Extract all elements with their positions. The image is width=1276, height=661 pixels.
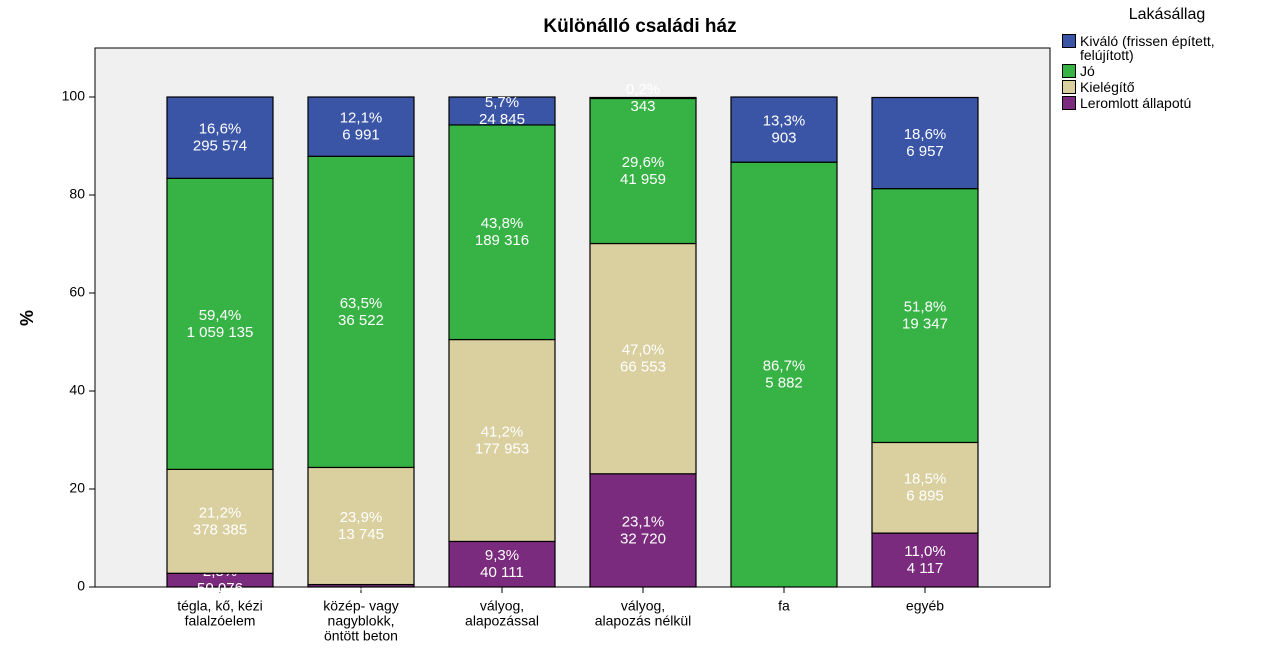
legend-item: Kiváló (frissen épített, felújított) [1062,34,1272,62]
count-label: 297 [348,586,373,603]
value-label: 12,1% [340,110,383,127]
bar-segment [166,96,274,179]
legend-title: Lakásállag [1128,6,1206,23]
bar-segment [166,468,274,574]
x-tick-label: falalzóelem [185,613,256,629]
legend-swatch [1062,96,1076,110]
count-label: 6 957 [906,143,944,160]
x-tick-label: alapozással [465,613,539,629]
value-label: 13,3% [763,113,806,130]
x-tick-label: öntött beton [324,628,398,644]
x-tick-label: vályog, [480,598,524,614]
value-label: 63,5% [340,295,383,312]
count-label: 24 845 [479,111,525,128]
value-label: 16,6% [199,121,242,138]
bar-segment [730,161,838,588]
x-tick-label: tégla, kő, kézi [177,598,263,614]
value-label: 43,8% [481,215,524,232]
count-label: 5 882 [765,375,803,392]
count-label: 6 991 [342,127,380,144]
x-tick-label: közép- vagy [323,598,398,614]
legend-item: Leromlott állapotú [1062,96,1272,110]
value-label: 9,3% [485,547,519,564]
legend-item: Kielégítő [1062,80,1272,94]
bar-segment [307,96,415,157]
legend-swatch [1062,80,1076,94]
value-label: 86,7% [763,358,806,375]
value-label: 23,9% [340,509,383,526]
legend-label: Kiváló (frissen épített, felújított) [1080,33,1215,63]
legend-label: Jó [1080,63,1095,79]
legend-label: Leromlott állapotú [1080,95,1192,111]
value-label: 51,8% [904,299,947,316]
y-tick-label: 100 [62,88,86,104]
bar-segment [307,466,415,586]
value-label: 11,0% [904,543,945,560]
value-label: 18,6% [904,126,947,143]
bar-segment [589,473,697,588]
y-axis-label: % [17,310,37,326]
y-tick-label: 40 [69,382,85,398]
value-label: 0,2% [626,81,660,98]
bar-segment [448,96,556,126]
legend-item: Jó [1062,64,1272,78]
value-label: 5,7% [485,94,519,111]
value-label: 29,6% [622,154,665,171]
x-tick-label: vályog, [621,598,665,614]
count-label: 189 316 [475,232,529,249]
bar-segment [307,155,415,469]
bar-segment [871,532,979,588]
count-label: 295 574 [193,138,247,155]
count-label: 1 059 135 [187,324,254,341]
y-tick-label: 0 [77,578,85,594]
value-label: 59,4% [199,307,242,324]
count-label: 66 553 [620,359,666,376]
legend-swatch [1062,34,1076,48]
bar-segment [448,124,556,341]
value-label: 41,2% [481,423,524,440]
bar-segment [871,441,979,534]
count-label: 4 117 [907,560,943,577]
count-label: 6 895 [906,488,944,505]
y-tick-label: 60 [69,284,85,300]
count-label: 36 522 [338,312,384,329]
legend: Lakásállag Kiváló (frissen épített, felú… [1062,6,1272,112]
value-label: 18,5% [904,471,947,488]
value-label: 47,0% [622,342,665,359]
legend-swatch [1062,64,1076,78]
count-label: 50 076 [197,580,243,597]
bar-segment [730,96,838,163]
count-label: 19 347 [902,316,948,333]
y-tick-label: 80 [69,186,85,202]
x-tick-label: nagyblokk, [328,613,395,629]
bar-segment [871,96,979,190]
bar-segment [448,338,556,543]
y-tick-label: 20 [69,480,85,496]
count-label: 32 720 [620,530,666,547]
count-label: 13 745 [338,526,384,543]
count-label: 177 953 [475,440,529,457]
count-label: 378 385 [193,521,247,538]
legend-label: Kielégítő [1080,79,1135,95]
count-label: 903 [771,130,796,147]
x-tick-label: fa [778,598,790,614]
value-label: 21,2% [199,504,242,521]
count-label: 343 [630,98,655,115]
chart-title: Különálló családi ház [543,16,736,37]
x-tick-label: egyéb [906,598,944,614]
x-tick-label: alapozás nélkül [595,613,692,629]
value-label: 23,1% [622,513,665,530]
count-label: 41 959 [620,171,666,188]
bar-segment [166,177,274,470]
bar-segment [589,96,697,100]
count-label: 40 111 [480,564,524,581]
